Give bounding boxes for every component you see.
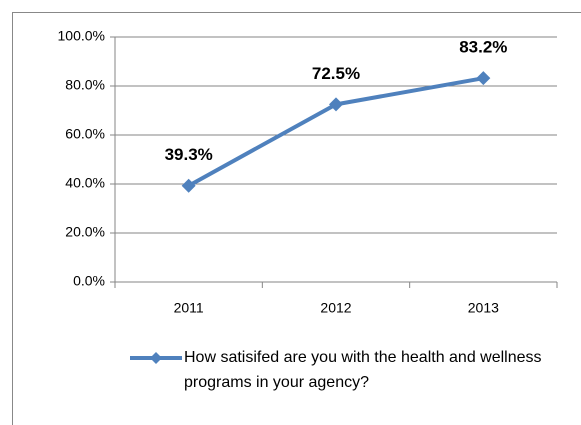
point-marker [476,71,491,86]
legend-marker [150,352,162,364]
x-tick-label: 2013 [468,300,499,316]
y-tick-label: 60.0% [65,126,105,142]
y-tick-label: 40.0% [65,175,105,191]
point-marker [181,178,196,193]
chart-border [12,12,581,425]
point-marker [329,97,343,112]
x-tick-label: 2012 [320,300,351,316]
data-label: 39.3% [165,145,213,164]
legend-label: How satisifed are you with the health an… [184,349,542,391]
x-tick-label: 2011 [174,300,204,316]
data-label: 83.2% [459,38,507,57]
y-tick-label: 0.0% [73,273,105,289]
y-tick-label: 80.0% [65,77,105,93]
data-label: 72.5% [312,64,360,83]
series-line [187,76,484,188]
y-tick-label: 100.0% [58,28,105,44]
y-tick-label: 20.0% [65,224,105,240]
